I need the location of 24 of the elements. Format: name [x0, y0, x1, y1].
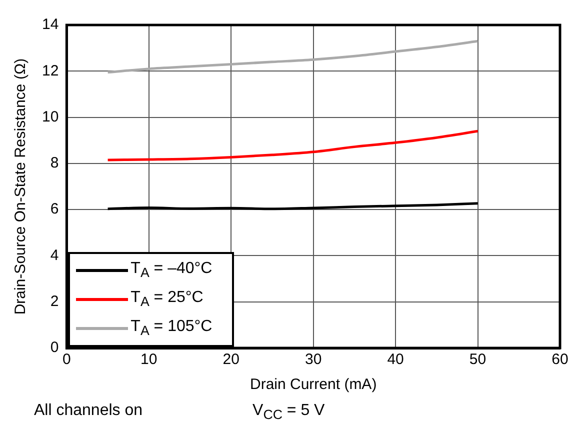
y-tick-label: 0	[50, 339, 59, 356]
x-tick-label: 60	[552, 351, 568, 368]
x-tick-label: 20	[222, 351, 240, 368]
text: V$_{CC}$ = 5 V	[252, 402, 325, 422]
x-tick-label: 40	[387, 351, 404, 368]
y-tick-label: 2	[50, 293, 59, 310]
y-tick-label: 8	[50, 154, 59, 172]
x-tick-label: 0	[62, 351, 71, 368]
line-series	[106, 130, 480, 162]
legend-label: T$_{A}$ = –40°C	[130, 260, 212, 281]
x-tick-label: 10	[140, 351, 158, 368]
x-tick-label: 30	[305, 351, 322, 368]
y-tick-label: 14	[42, 16, 59, 34]
y-tick-label: 12	[42, 62, 59, 80]
y-tick-label: 6	[50, 200, 59, 218]
x-axis-title: Drain Current (mA)	[250, 376, 377, 394]
y-tick-label: 4	[50, 246, 59, 264]
y-tick-label: 10	[42, 108, 59, 126]
y-axis-title: Drain-Source On-State Resistance (Ω)	[12, 58, 30, 315]
line-series	[106, 40, 480, 74]
text: All channels on	[34, 402, 143, 421]
legend-label: T$_{A}$ = 25°C	[130, 289, 204, 310]
legend-label: T$_{A}$ = 105°C	[130, 318, 212, 339]
x-tick-label: 50	[469, 351, 486, 368]
